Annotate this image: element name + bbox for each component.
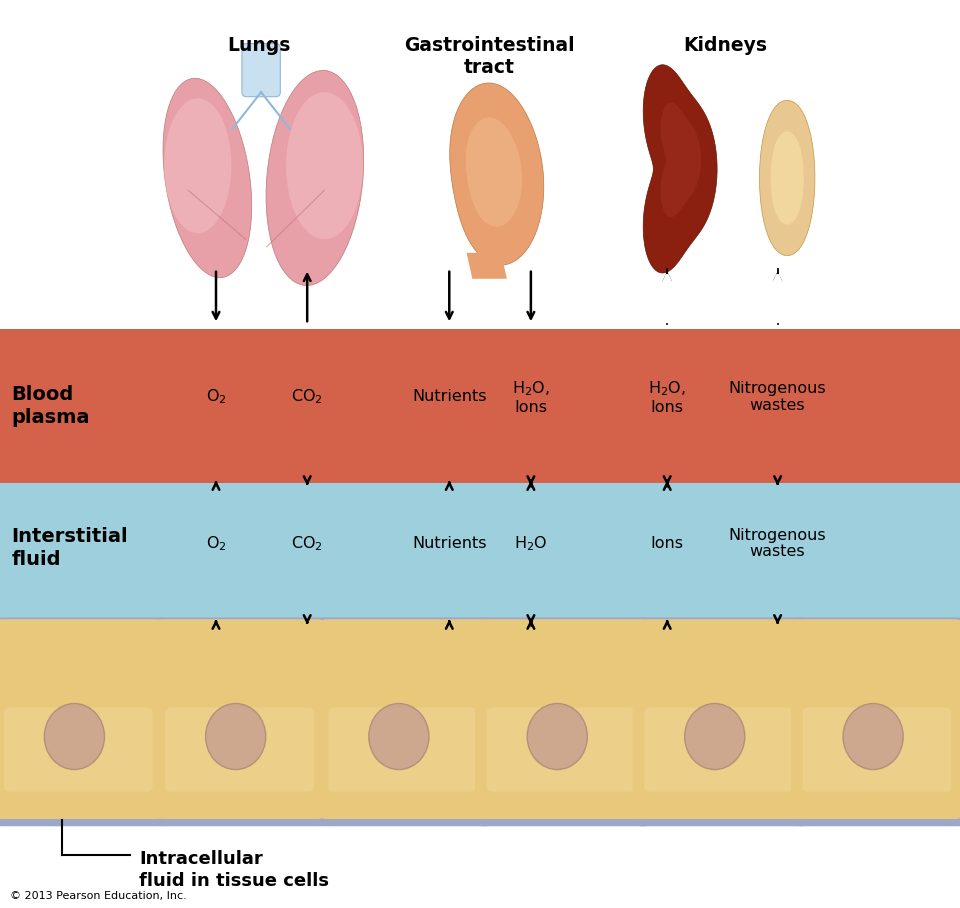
Ellipse shape [164,98,231,233]
Text: © 2013 Pearson Education, Inc.: © 2013 Pearson Education, Inc. [10,891,186,901]
Text: Nitrogenous
wastes: Nitrogenous wastes [729,380,827,413]
Ellipse shape [369,704,429,770]
FancyBboxPatch shape [487,707,636,792]
Polygon shape [660,103,701,217]
Text: Nutrients: Nutrients [412,536,487,551]
Ellipse shape [843,704,903,770]
Polygon shape [771,132,804,224]
Text: Gastrointestinal
tract: Gastrointestinal tract [404,36,575,77]
FancyBboxPatch shape [475,619,649,819]
FancyBboxPatch shape [803,707,951,792]
Ellipse shape [266,71,364,285]
FancyBboxPatch shape [631,617,812,826]
Ellipse shape [684,704,745,770]
Ellipse shape [163,78,252,278]
FancyBboxPatch shape [791,619,960,819]
Text: O$_2$: O$_2$ [205,388,227,406]
Text: H$_2$O,
Ions: H$_2$O, Ions [512,379,550,415]
FancyBboxPatch shape [242,44,280,96]
FancyBboxPatch shape [328,707,477,792]
Text: Kidneys: Kidneys [683,36,767,55]
FancyBboxPatch shape [0,619,166,819]
FancyBboxPatch shape [317,619,491,819]
FancyBboxPatch shape [315,617,496,826]
Polygon shape [449,83,543,265]
Bar [0,622,960,822]
FancyBboxPatch shape [0,617,172,826]
Text: Nutrients: Nutrients [412,390,487,404]
Bar [0,483,960,622]
Text: H$_2$O,
Ions: H$_2$O, Ions [648,379,686,415]
Ellipse shape [205,704,266,770]
Text: CO$_2$: CO$_2$ [291,388,324,406]
Text: Lungs: Lungs [228,36,291,55]
Polygon shape [643,64,717,273]
Polygon shape [759,101,815,255]
Text: H$_2$O: H$_2$O [515,534,547,553]
Text: Blood
plasma: Blood plasma [12,385,90,427]
FancyBboxPatch shape [789,617,960,826]
Ellipse shape [286,92,363,239]
Polygon shape [466,117,522,227]
Ellipse shape [527,704,588,770]
Text: O$_2$: O$_2$ [205,534,227,553]
FancyBboxPatch shape [644,707,793,792]
FancyBboxPatch shape [633,619,806,819]
FancyBboxPatch shape [154,619,327,819]
Text: Ions: Ions [651,536,684,551]
Ellipse shape [44,704,105,770]
Text: Interstitial
fluid: Interstitial fluid [12,527,128,569]
Text: Nitrogenous
wastes: Nitrogenous wastes [729,528,827,559]
FancyBboxPatch shape [165,707,314,792]
Polygon shape [467,252,507,279]
FancyBboxPatch shape [152,617,333,826]
Text: Intracellular
fluid in tissue cells: Intracellular fluid in tissue cells [139,850,329,890]
FancyBboxPatch shape [4,707,153,792]
Bar [0,329,960,483]
FancyBboxPatch shape [473,617,655,826]
Text: CO$_2$: CO$_2$ [291,534,324,553]
